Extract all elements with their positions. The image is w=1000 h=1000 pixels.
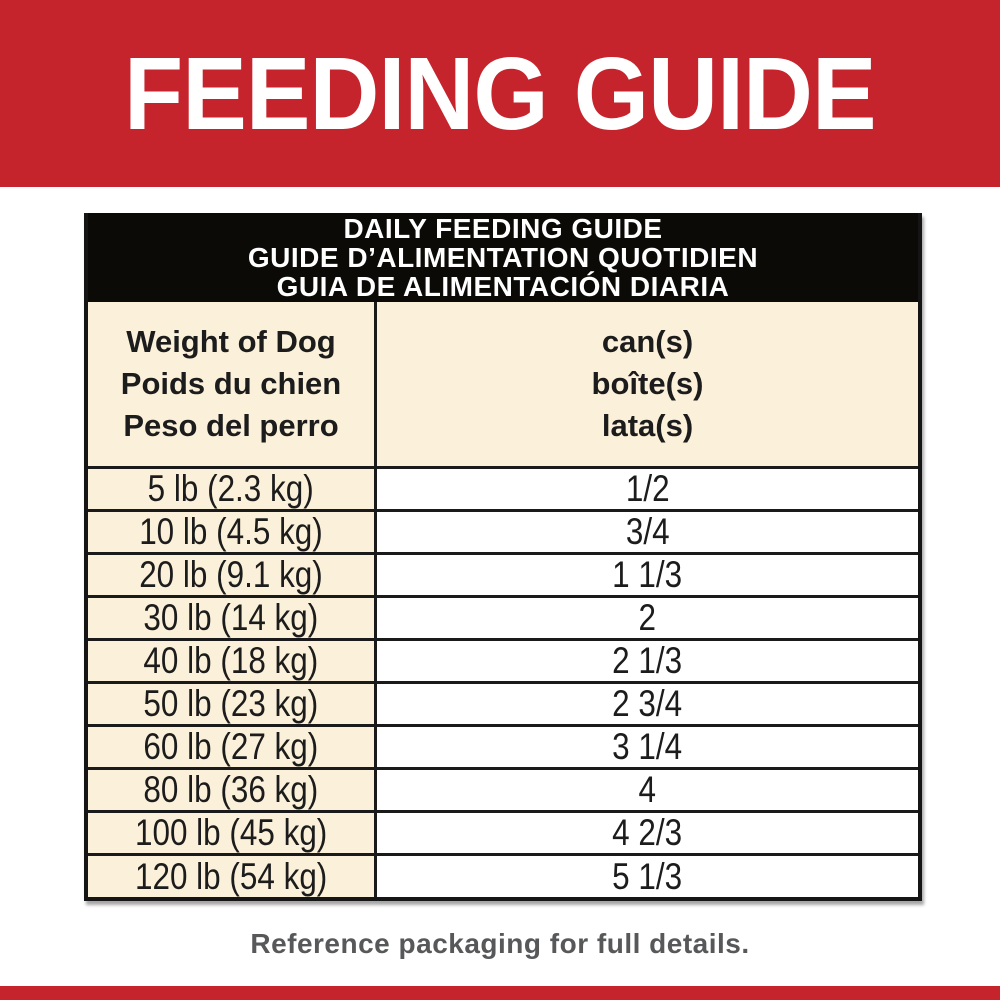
cans-cell: 4 2/3 bbox=[377, 812, 918, 853]
cans-cell: 3/4 bbox=[377, 511, 918, 552]
cans-cell: 3 1/4 bbox=[377, 726, 918, 767]
weight-cell: 30 lb (14 kg) bbox=[88, 597, 377, 638]
cans-cell-text: 3/4 bbox=[625, 511, 670, 552]
table-row: 30 lb (14 kg) 2 bbox=[88, 597, 918, 641]
cans-header-line-es: lata(s) bbox=[601, 408, 694, 443]
table-row: 20 lb (9.1 kg) 1 1/3 bbox=[88, 554, 918, 598]
table-row: 60 lb (27 kg) 3 1/4 bbox=[88, 726, 918, 770]
table-title-line-es: GUIA DE ALIMENTACIÓN DIARIA bbox=[276, 271, 730, 302]
weight-header-line-en: Weight of Dog bbox=[126, 324, 336, 359]
weight-cell-text: 30 lb (14 kg) bbox=[143, 597, 319, 638]
table-row: 50 lb (23 kg) 2 3/4 bbox=[88, 683, 918, 727]
weight-cell: 10 lb (4.5 kg) bbox=[88, 511, 377, 552]
weight-column-header: Weight of Dog Poids du chien Peso del pe… bbox=[88, 302, 377, 466]
cans-cell: 1/2 bbox=[377, 468, 918, 509]
weight-cell-text: 20 lb (9.1 kg) bbox=[139, 554, 323, 595]
weight-header-line-es: Peso del perro bbox=[123, 408, 339, 443]
cans-cell: 5 1/3 bbox=[377, 856, 918, 897]
table-row: 80 lb (36 kg) 4 bbox=[88, 769, 918, 813]
weight-cell-text: 120 lb (54 kg) bbox=[134, 855, 328, 897]
weight-cell-text: 80 lb (36 kg) bbox=[143, 769, 319, 810]
cans-header-line-fr: boîte(s) bbox=[591, 366, 704, 401]
cans-cell-text: 1 1/3 bbox=[612, 554, 683, 595]
table-header-row: Weight of Dog Poids du chien Peso del pe… bbox=[88, 302, 918, 469]
table-title: DAILY FEEDING GUIDE GUIDE D’ALIMENTATION… bbox=[88, 213, 918, 302]
weight-cell-text: 40 lb (18 kg) bbox=[143, 640, 319, 681]
bottom-red-strip bbox=[0, 986, 1000, 1000]
table-row: 100 lb (45 kg) 4 2/3 bbox=[88, 812, 918, 856]
weight-cell-text: 10 lb (4.5 kg) bbox=[139, 511, 323, 552]
weight-cell: 80 lb (36 kg) bbox=[88, 769, 377, 810]
weight-cell-text: 60 lb (27 kg) bbox=[143, 726, 319, 767]
table-row: 40 lb (18 kg) 2 1/3 bbox=[88, 640, 918, 684]
cans-cell: 2 3/4 bbox=[377, 683, 918, 724]
table-row: 120 lb (54 kg) 5 1/3 bbox=[88, 856, 918, 897]
weight-cell-text: 50 lb (23 kg) bbox=[143, 683, 319, 724]
weight-cell-text: 100 lb (45 kg) bbox=[134, 812, 328, 853]
weight-cell: 50 lb (23 kg) bbox=[88, 683, 377, 724]
weight-cell: 60 lb (27 kg) bbox=[88, 726, 377, 767]
cans-column-header: can(s) boîte(s) lata(s) bbox=[377, 302, 918, 466]
weight-cell: 5 lb (2.3 kg) bbox=[88, 468, 377, 509]
cans-cell: 2 bbox=[377, 597, 918, 638]
feeding-guide-banner: FEEDING GUIDE bbox=[0, 0, 1000, 187]
table-row: 5 lb (2.3 kg) 1/2 bbox=[88, 468, 918, 512]
cans-cell-text: 1/2 bbox=[625, 468, 670, 509]
daily-feeding-table: DAILY FEEDING GUIDE GUIDE D’ALIMENTATION… bbox=[84, 213, 922, 901]
cans-cell: 2 1/3 bbox=[377, 640, 918, 681]
footnote: Reference packaging for full details. bbox=[250, 928, 750, 959]
weight-cell: 100 lb (45 kg) bbox=[88, 812, 377, 853]
table-body: 5 lb (2.3 kg) 1/2 10 lb (4.5 kg) 3/4 20 lb (… bbox=[88, 468, 918, 897]
cans-header-line-en: can(s) bbox=[601, 324, 694, 359]
weight-cell: 20 lb (9.1 kg) bbox=[88, 554, 377, 595]
cans-cell-text: 2 3/4 bbox=[612, 683, 683, 724]
cans-cell: 4 bbox=[377, 769, 918, 810]
weight-cell: 120 lb (54 kg) bbox=[88, 856, 377, 897]
banner-title: FEEDING GUIDE bbox=[124, 35, 877, 151]
weight-header-line-fr: Poids du chien bbox=[120, 366, 342, 401]
table-title-line-fr: GUIDE D’ALIMENTATION QUOTIDIEN bbox=[247, 242, 759, 273]
weight-cell-text: 5 lb (2.3 kg) bbox=[147, 468, 315, 509]
cans-cell: 1 1/3 bbox=[377, 554, 918, 595]
cans-cell-text: 5 1/3 bbox=[612, 855, 683, 897]
cans-cell-text: 4 bbox=[638, 769, 657, 810]
weight-cell: 40 lb (18 kg) bbox=[88, 640, 377, 681]
table-row: 10 lb (4.5 kg) 3/4 bbox=[88, 511, 918, 555]
cans-cell-text: 4 2/3 bbox=[612, 812, 683, 853]
cans-cell-text: 2 bbox=[638, 597, 657, 638]
cans-cell-text: 2 1/3 bbox=[612, 640, 683, 681]
table-title-line-en: DAILY FEEDING GUIDE bbox=[343, 213, 663, 244]
cans-cell-text: 3 1/4 bbox=[612, 726, 683, 767]
